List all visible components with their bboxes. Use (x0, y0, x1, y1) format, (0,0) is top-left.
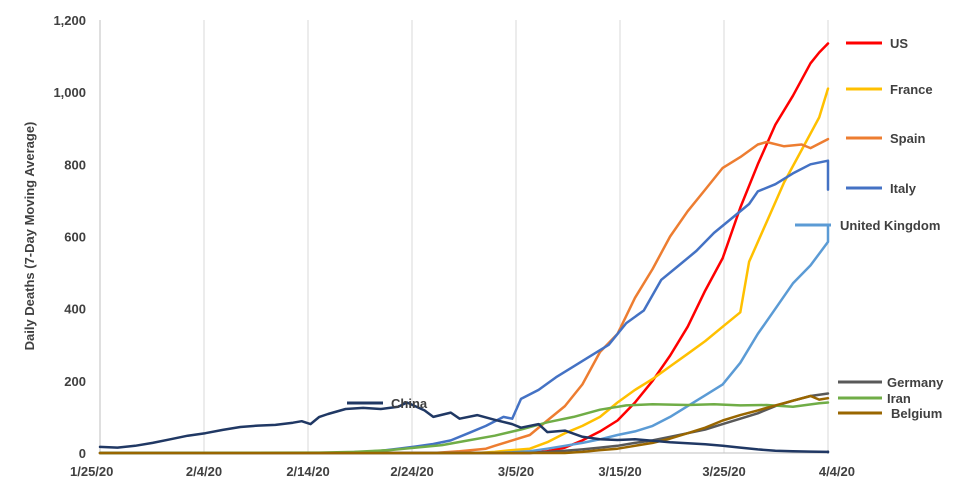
x-tick-label: 4/4/20 (819, 464, 855, 479)
series-line-italy (98, 159, 830, 455)
series-line-spain (98, 137, 830, 455)
legend-label-spain: Spain (890, 131, 925, 146)
y-tick-label: 600 (64, 230, 86, 245)
series-lines (98, 42, 830, 455)
y-tick-label: 1,000 (53, 85, 86, 100)
legend-label-germany: Germany (887, 375, 944, 390)
legend-label-us: US (890, 36, 908, 51)
series-line-france (98, 87, 830, 455)
legend-label-iran: Iran (887, 391, 911, 406)
series-line-belgium (98, 394, 830, 455)
axes: 1/25/20 2/4/20 2/14/20 2/24/20 3/5/20 3/15/20… (53, 13, 855, 479)
x-tick-label: 2/4/20 (186, 464, 222, 479)
x-tick-label: 2/24/20 (390, 464, 433, 479)
y-tick-label: 400 (64, 302, 86, 317)
y-tick-label: 800 (64, 157, 86, 172)
legend-label-belgium: Belgium (891, 406, 942, 421)
series-line-iran (98, 401, 830, 455)
y-tick-label: 200 (64, 374, 86, 389)
y-tick-label: 0 (79, 446, 86, 461)
legend: US France Spain Italy United Kingdom GermanyI… (347, 36, 944, 421)
x-tick-label: 3/5/20 (498, 464, 534, 479)
series-line-us (98, 42, 830, 455)
x-tick-label: 2/14/20 (286, 464, 329, 479)
series-line-china (98, 401, 830, 454)
legend-label-china: China (391, 396, 428, 411)
x-tick-label: 3/25/20 (702, 464, 745, 479)
x-tick-label: 1/25/20 (70, 464, 113, 479)
y-tick-label: 1,200 (53, 13, 86, 28)
legend-label-italy: Italy (890, 181, 917, 196)
y-axis-title: Daily Deaths (7-Day Moving Average) (22, 122, 37, 351)
gridlines (203, 20, 829, 453)
x-tick-label: 3/15/20 (598, 464, 641, 479)
series-line-united-kingdom (98, 224, 830, 455)
legend-label-united-kingdom: United Kingdom (840, 218, 940, 233)
legend-label-france: France (890, 82, 933, 97)
